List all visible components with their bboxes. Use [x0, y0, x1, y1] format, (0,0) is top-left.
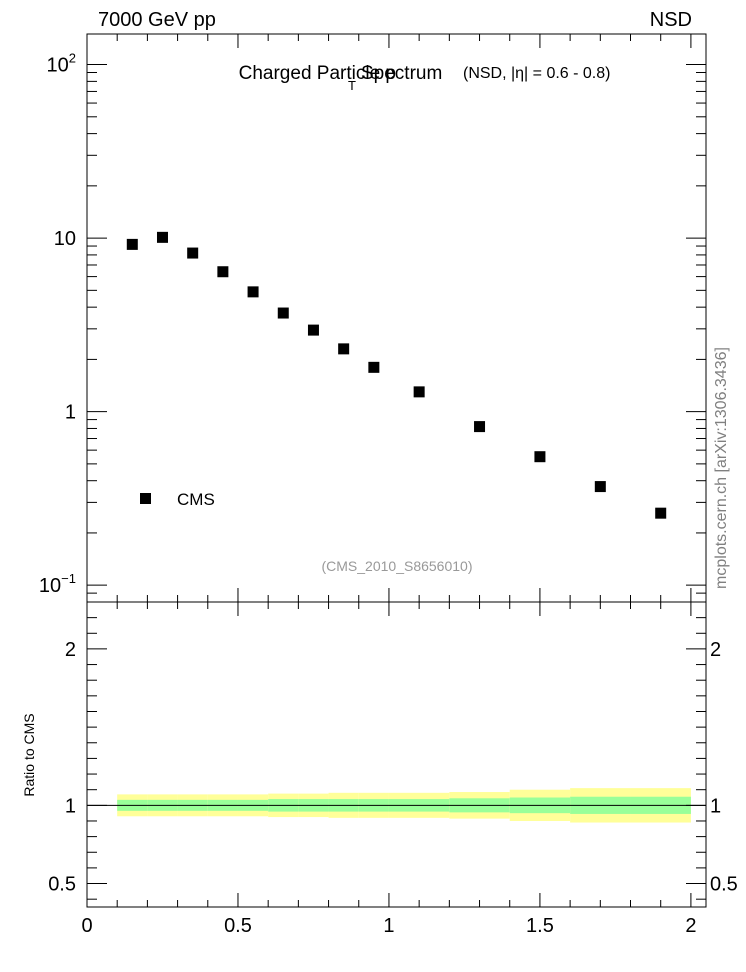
- ratio-y-tick-label-right: 2: [710, 639, 721, 661]
- y-tick-label: 1: [65, 402, 76, 424]
- data-point: [534, 451, 546, 463]
- main-axis-ticks: [86, 34, 706, 603]
- ratio-y-tick-label: 0.5: [48, 874, 76, 896]
- ratio-panel-frame: [86, 601, 707, 908]
- ratio-axis-ticks: [86, 602, 706, 907]
- y-tick-label: 10−1: [39, 571, 76, 597]
- data-point: [307, 324, 319, 336]
- data-point: [247, 286, 259, 298]
- data-point: [413, 386, 425, 398]
- y-tick-label: 102: [47, 51, 76, 77]
- data-point: [368, 361, 380, 373]
- source-label: mcplots.cern.ch [arXiv:1306.3436]: [713, 347, 730, 589]
- data-point: [474, 421, 486, 433]
- plot-title-suffix: Spectrum: [361, 63, 442, 84]
- x-tick-label: 1.5: [526, 915, 554, 937]
- ratio-y-tick-label-right: 0.5: [710, 874, 738, 896]
- data-point: [594, 481, 606, 493]
- process-label: NSD: [650, 9, 692, 31]
- data-point: [277, 307, 289, 319]
- main-y-tick-labels: 10−1 1 10 102: [39, 51, 76, 598]
- data-point: [655, 507, 667, 519]
- x-tick-labels: 0 0.5 1 1.5 2: [81, 915, 696, 937]
- plot-title-main: Charged Particle p: [239, 63, 396, 84]
- x-tick-label: 2: [685, 915, 696, 937]
- cms-data-points: [126, 231, 667, 519]
- data-point: [187, 247, 199, 259]
- analysis-id: (CMS_2010_S8656010): [322, 558, 473, 574]
- y-tick-label: 10: [54, 228, 76, 250]
- ratio-y-tick-label: 1: [65, 795, 76, 817]
- ratio-y-tick-labels: 0.5 0.5 1 1 2 2: [48, 639, 738, 896]
- main-panel-frame: [86, 33, 707, 603]
- data-point: [156, 231, 168, 243]
- x-tick-label: 0.5: [224, 915, 252, 937]
- plot-title-detail: (NSD, |η| = 0.6 - 0.8): [463, 65, 610, 82]
- data-point: [338, 343, 350, 355]
- x-tick-label: 0: [81, 915, 92, 937]
- ratio-panel: 0.5 0.51 12 2 0 0.5 1 1.5 2 Ratio to CMS: [21, 601, 738, 937]
- x-tick-label: 1: [383, 915, 394, 937]
- ratio-y-tick-label-right: 1: [710, 795, 721, 817]
- main-panel: 10−1 1 10 102 Charged Particle p T Spectrum…: [39, 33, 707, 603]
- energy-label: 7000 GeV pp: [98, 9, 216, 31]
- legend-marker: [140, 493, 151, 504]
- data-point: [217, 266, 229, 278]
- data-point: [126, 238, 138, 250]
- legend-label: CMS: [177, 490, 215, 509]
- ratio-y-axis-label: Ratio to CMS: [21, 713, 37, 796]
- ratio-y-tick-label: 2: [65, 639, 76, 661]
- plot-title-subscript: T: [348, 78, 356, 93]
